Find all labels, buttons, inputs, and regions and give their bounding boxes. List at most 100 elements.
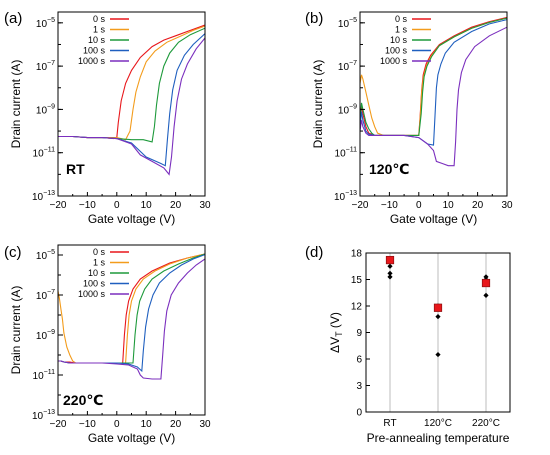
y-tick-label: 6 bbox=[356, 355, 362, 366]
x-tick-label: −20 bbox=[50, 200, 67, 211]
legend-label-0: 0 s bbox=[395, 14, 408, 24]
series-line-3 bbox=[58, 254, 205, 373]
y-tick-label: 10−7 bbox=[36, 60, 55, 73]
y-tick-exponent: −9 bbox=[47, 103, 55, 110]
y-tick-label: 10−9 bbox=[36, 329, 55, 342]
panel-d: (d) 0 3 6 9 12 15 18 RT 120°C 220°C Pre-annealing t… bbox=[305, 244, 511, 445]
y-tick-label: 10−11 bbox=[33, 369, 56, 382]
condition-annotation: RT bbox=[66, 161, 85, 177]
y-tick-exponent: −5 bbox=[47, 17, 55, 24]
y-tick-base: 10 bbox=[33, 371, 45, 382]
series-line-4 bbox=[58, 258, 205, 380]
panel-b: (b)−20 −10 0 10 20 3010−1310−1110−910−710−5Ga… bbox=[305, 10, 513, 226]
x-tick-label: 120°C bbox=[424, 418, 452, 429]
panel-letter: (b) bbox=[305, 10, 323, 27]
x-tick-label: 30 bbox=[501, 200, 513, 211]
legend-label-0: 0 s bbox=[93, 247, 106, 257]
series-line-3 bbox=[58, 33, 205, 167]
y-tick-base: 10 bbox=[338, 105, 350, 116]
series-line-1 bbox=[58, 25, 205, 141]
x-tick-label: −10 bbox=[79, 200, 96, 211]
data-point-diamond bbox=[387, 263, 393, 269]
series-line-1 bbox=[58, 253, 205, 364]
x-tick-label: 10 bbox=[443, 200, 455, 211]
data-point-diamond bbox=[387, 270, 393, 276]
series-line-3 bbox=[360, 19, 507, 146]
y-tick-exponent: −5 bbox=[349, 17, 357, 24]
x-tick-label: 20 bbox=[170, 200, 182, 211]
y-tick-label: 15 bbox=[351, 275, 363, 286]
series-line-4 bbox=[58, 37, 205, 176]
x-axis-label: Gate voltage (V) bbox=[88, 212, 175, 226]
y-tick-label: 10−13 bbox=[334, 190, 357, 203]
panel-c: (c)−20 −10 0 10 20 3010−1310−1110−910−710−5Ga… bbox=[4, 244, 211, 445]
y-tick-label: 10−7 bbox=[36, 289, 55, 302]
y-tick-base: 10 bbox=[33, 149, 45, 160]
data-point-mean bbox=[481, 278, 491, 288]
y-tick-label: 10−9 bbox=[36, 103, 55, 116]
x-axis-label: Gate voltage (V) bbox=[390, 212, 477, 226]
x-tick-label: 10 bbox=[141, 200, 153, 211]
data-point-diamond bbox=[483, 274, 489, 280]
y-tick-label: 10−11 bbox=[335, 147, 358, 160]
x-tick-label: −20 bbox=[352, 200, 369, 211]
y-tick-base: 10 bbox=[36, 251, 48, 262]
y-tick-exponent: −5 bbox=[47, 249, 55, 256]
y-tick-label: 10−5 bbox=[36, 249, 55, 262]
y-tick-base: 10 bbox=[338, 62, 350, 73]
legend-label-3: 100 s bbox=[385, 46, 408, 56]
y-tick-base: 10 bbox=[338, 19, 350, 30]
data-point-diamond bbox=[435, 314, 441, 320]
x-tick-label: RT bbox=[383, 418, 396, 429]
y-tick-exponent: −11 bbox=[346, 147, 357, 154]
y-tick-base: 10 bbox=[36, 105, 48, 116]
x-tick-label: 10 bbox=[141, 419, 153, 430]
y-tick-exponent: −7 bbox=[47, 289, 55, 296]
legend-label-4: 1000 s bbox=[380, 56, 408, 66]
plot-frame bbox=[57, 244, 206, 416]
y-tick-exponent: −9 bbox=[47, 329, 55, 336]
y-tick-label: 9 bbox=[356, 328, 362, 339]
x-tick-label: 20 bbox=[170, 419, 182, 430]
y-tick-exponent: −9 bbox=[349, 103, 357, 110]
y-tick-exponent: −13 bbox=[43, 409, 55, 416]
y-axis-label-main: ΔV bbox=[328, 337, 342, 353]
panel-a: (a)−20 −10 0 10 20 3010−1310−1110−910−710−5Ga… bbox=[4, 10, 211, 226]
x-axis-label: Pre-annealing temperature bbox=[367, 431, 510, 445]
y-axis-label: Drain current (A) bbox=[9, 60, 23, 149]
series-line-4 bbox=[360, 26, 507, 167]
y-tick-label: 10−11 bbox=[33, 147, 56, 160]
x-tick-label: −10 bbox=[381, 200, 398, 211]
y-axis-label-unit: (V) bbox=[328, 312, 342, 331]
y-tick-exponent: −7 bbox=[349, 60, 357, 67]
condition-annotation: 120℃ bbox=[369, 161, 409, 177]
x-tick-label: 220°C bbox=[472, 418, 500, 429]
x-axis-label: Gate voltage (V) bbox=[88, 431, 175, 445]
y-tick-base: 10 bbox=[36, 62, 48, 73]
data-point-diamond bbox=[483, 292, 489, 298]
panel-letter: (d) bbox=[305, 244, 323, 261]
legend-label-1: 1 s bbox=[93, 25, 106, 35]
x-tick-label: 30 bbox=[199, 419, 211, 430]
legend-label-4: 1000 s bbox=[78, 289, 106, 299]
y-axis-label: ΔVT (V) bbox=[328, 312, 344, 353]
legend-label-1: 1 s bbox=[93, 258, 106, 268]
legend-label-2: 10 s bbox=[390, 35, 408, 45]
x-tick-label: 0 bbox=[416, 200, 422, 211]
y-tick-base: 10 bbox=[36, 291, 48, 302]
y-tick-label: 3 bbox=[356, 381, 362, 392]
data-point-mean bbox=[385, 255, 395, 265]
x-tick-label: 30 bbox=[199, 200, 211, 211]
legend-label-2: 10 s bbox=[88, 268, 106, 278]
y-tick-base: 10 bbox=[334, 192, 346, 203]
series-line-2 bbox=[58, 27, 205, 143]
data-point-diamond bbox=[435, 351, 441, 358]
y-axis-label-subscript: T bbox=[334, 331, 344, 337]
y-tick-exponent: −7 bbox=[47, 60, 55, 67]
y-tick-base: 10 bbox=[335, 149, 347, 160]
x-tick-label: −20 bbox=[50, 419, 67, 430]
y-axis-label: Drain current (A) bbox=[311, 60, 325, 149]
y-tick-base: 10 bbox=[36, 331, 48, 342]
y-tick-base: 10 bbox=[36, 19, 48, 30]
